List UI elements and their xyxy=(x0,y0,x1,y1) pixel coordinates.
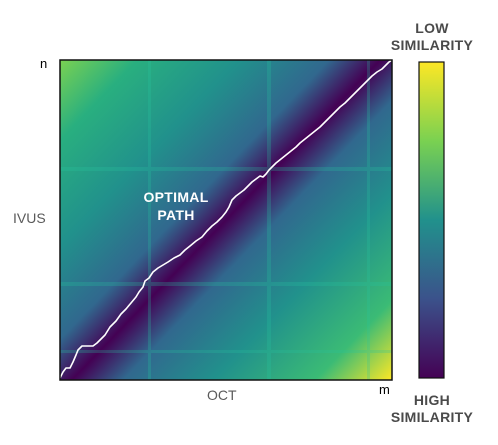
x-end-label: m xyxy=(379,382,390,397)
matrix-background xyxy=(60,60,392,380)
optimal-path-line xyxy=(60,60,392,379)
y-axis-label: IVUS xyxy=(13,210,46,226)
colorbar-bottom-label: HIGH SIMILARITY xyxy=(378,392,486,426)
colorbar-top-line2: SIMILARITY xyxy=(390,37,474,53)
optimal-path-annotation: OPTIMAL PATH xyxy=(128,188,224,224)
annotation-line2: PATH xyxy=(157,207,195,223)
x-axis-label: OCT xyxy=(207,387,237,403)
annotation-line1: OPTIMAL xyxy=(143,189,209,205)
colorbar-bottom-line2: SIMILARITY xyxy=(390,409,474,425)
grid-bands xyxy=(60,60,392,380)
matrix-frame xyxy=(59,59,393,381)
y-end-label: n xyxy=(40,56,48,71)
colorbar-top-label: LOW SIMILARITY xyxy=(378,20,486,54)
colorbar xyxy=(418,61,445,379)
colorbar-top-line1: LOW xyxy=(415,20,449,36)
colorbar-bottom-line1: HIGH xyxy=(413,392,451,408)
